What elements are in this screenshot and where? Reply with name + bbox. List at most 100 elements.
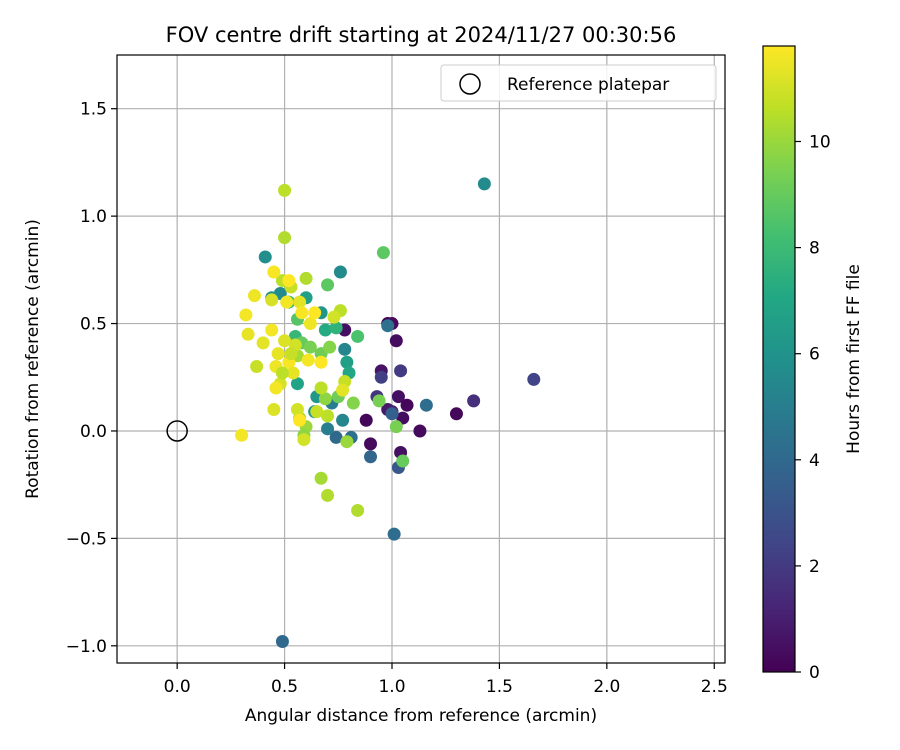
- data-point: [336, 383, 350, 397]
- data-point: [290, 377, 304, 391]
- plot-area: [117, 55, 725, 663]
- data-point: [265, 323, 279, 337]
- colorbar: 0 2 4 6 8 10 Hours from first FF file: [762, 45, 864, 683]
- colorbar-label: Hours from first FF file: [844, 264, 864, 454]
- data-point: [284, 347, 298, 361]
- data-point: [385, 407, 399, 421]
- data-point: [413, 424, 427, 438]
- data-point: [389, 334, 403, 348]
- data-point: [275, 366, 289, 380]
- data-point: [329, 321, 343, 335]
- data-point: [329, 430, 343, 444]
- data-point: [293, 413, 307, 427]
- data-point: [280, 295, 294, 309]
- data-point: [321, 488, 335, 502]
- data-point: [351, 503, 365, 517]
- data-point: [293, 295, 307, 309]
- data-point: [267, 265, 281, 279]
- x-tick-label: 2.0: [593, 677, 620, 697]
- data-point: [299, 271, 313, 285]
- data-point: [346, 396, 360, 410]
- colorbar-tick-label: 0: [809, 663, 820, 683]
- data-point: [467, 394, 481, 408]
- data-points: [235, 177, 541, 649]
- data-point: [250, 360, 264, 374]
- data-point: [286, 366, 300, 380]
- data-point: [400, 398, 414, 412]
- y-axis-label: Rotation from reference (arcmin): [23, 219, 43, 499]
- data-point: [301, 353, 315, 367]
- data-point: [278, 334, 292, 348]
- data-point: [271, 347, 285, 361]
- data-point: [318, 323, 332, 337]
- data-point: [389, 420, 403, 434]
- x-tick-label: 0.5: [271, 677, 298, 697]
- data-point: [372, 394, 386, 408]
- data-point: [267, 402, 281, 416]
- colorbar-tick-label: 4: [809, 451, 820, 471]
- data-point: [336, 413, 350, 427]
- y-axis-ticks: −1.0 −0.5 0.0 0.5 1.0 1.5: [66, 100, 117, 657]
- data-point: [359, 413, 373, 427]
- data-point: [381, 319, 395, 333]
- data-point: [303, 317, 317, 331]
- y-tick-label: −0.5: [66, 529, 107, 549]
- colorbar-tick-label: 10: [809, 132, 831, 152]
- x-tick-label: 0.0: [164, 677, 191, 697]
- data-point: [256, 336, 270, 350]
- data-point: [265, 293, 279, 307]
- data-point: [314, 471, 328, 485]
- data-point: [278, 231, 292, 245]
- reference-platepar-marker: [166, 420, 188, 442]
- x-tick-label: 2.5: [701, 677, 728, 697]
- plot-frame: [116, 54, 726, 664]
- data-point: [338, 342, 352, 356]
- data-point: [351, 329, 365, 343]
- colorbar-tick-label: 6: [809, 345, 820, 365]
- colorbar-tick-label: 2: [809, 557, 820, 577]
- x-tick-label: 1.0: [378, 677, 405, 697]
- data-point: [477, 177, 491, 191]
- data-point: [310, 405, 324, 419]
- x-axis-label: Angular distance from reference (arcmin): [245, 706, 597, 726]
- data-point: [449, 407, 463, 421]
- data-point: [340, 355, 354, 369]
- colorbar-gradient: [762, 45, 796, 673]
- data-point: [364, 450, 378, 464]
- y-tick-label: 0.5: [80, 315, 107, 335]
- data-point: [391, 390, 405, 404]
- x-axis-ticks: 0.0 0.5 1.0 1.5 2.0 2.5: [164, 663, 728, 697]
- data-point: [278, 183, 292, 197]
- data-point: [527, 372, 541, 386]
- data-point: [290, 402, 304, 416]
- data-point: [282, 274, 296, 288]
- legend-marker-icon: [459, 73, 481, 95]
- data-point: [327, 310, 341, 324]
- data-point: [376, 246, 390, 260]
- data-point: [374, 370, 388, 384]
- data-point: [321, 409, 335, 423]
- data-point: [239, 308, 253, 322]
- data-point: [258, 250, 272, 264]
- data-point: [419, 398, 433, 412]
- legend-entry-reference: Reference platepar: [507, 75, 669, 95]
- data-point: [314, 381, 328, 395]
- data-point: [387, 527, 401, 541]
- data-point: [247, 289, 261, 303]
- data-point: [295, 306, 309, 320]
- data-point: [297, 433, 311, 447]
- data-point: [364, 437, 378, 451]
- x-tick-label: 1.5: [486, 677, 513, 697]
- data-point: [269, 381, 283, 395]
- data-point: [235, 428, 249, 442]
- data-point: [323, 340, 337, 354]
- y-tick-label: 0.0: [80, 422, 107, 442]
- legend: Reference platepar: [440, 64, 717, 102]
- data-point: [314, 355, 328, 369]
- data-point: [318, 392, 332, 406]
- data-point: [340, 435, 354, 449]
- data-point: [394, 364, 408, 378]
- colorbar-ticks: 0 2 4 6 8 10: [795, 132, 831, 683]
- data-point: [275, 635, 289, 649]
